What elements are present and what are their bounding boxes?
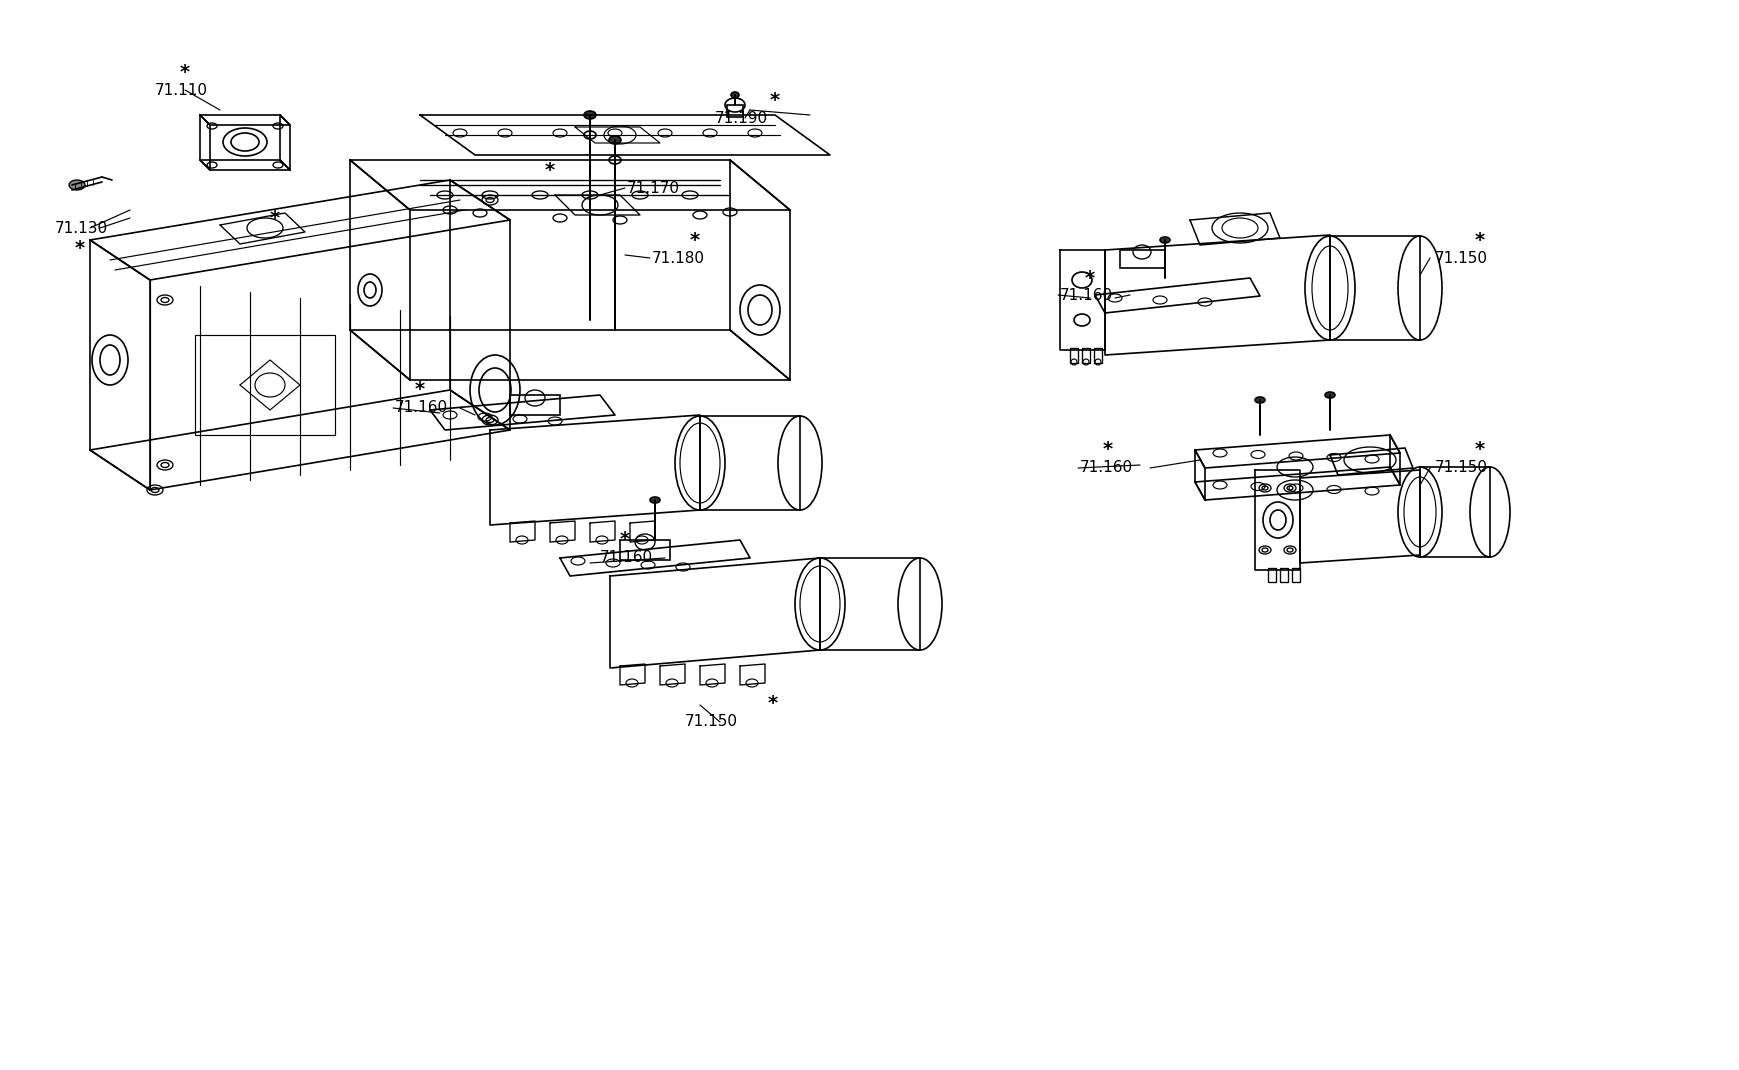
- Text: *: *: [270, 209, 280, 228]
- Text: 71.170: 71.170: [626, 181, 680, 196]
- Bar: [1094, 348, 1101, 363]
- Bar: [619, 540, 670, 560]
- Ellipse shape: [1160, 236, 1169, 243]
- Text: *: *: [769, 91, 779, 109]
- Text: 71.180: 71.180: [652, 250, 704, 265]
- Bar: [510, 395, 560, 415]
- Bar: [195, 335, 336, 435]
- Bar: [727, 105, 743, 117]
- Text: 71.160: 71.160: [1059, 288, 1113, 303]
- Text: *: *: [767, 693, 777, 713]
- Ellipse shape: [650, 496, 659, 503]
- Text: *: *: [75, 239, 85, 258]
- Text: *: *: [179, 62, 190, 81]
- Text: 71.110: 71.110: [155, 82, 209, 97]
- Text: *: *: [1475, 441, 1483, 459]
- Text: *: *: [544, 160, 555, 180]
- Text: *: *: [690, 230, 699, 249]
- Bar: [1280, 568, 1287, 582]
- Text: 71.160: 71.160: [395, 400, 449, 415]
- Ellipse shape: [1254, 397, 1264, 403]
- Text: 71.150: 71.150: [685, 715, 737, 730]
- Text: 71.150: 71.150: [1435, 460, 1487, 475]
- Ellipse shape: [70, 180, 85, 190]
- Text: *: *: [1475, 230, 1483, 249]
- Text: 71.130: 71.130: [56, 220, 108, 235]
- Text: *: *: [414, 381, 424, 399]
- Ellipse shape: [730, 92, 739, 98]
- Ellipse shape: [1323, 392, 1334, 398]
- Text: *: *: [1085, 269, 1094, 288]
- Bar: [1292, 568, 1299, 582]
- Text: 71.160: 71.160: [600, 550, 652, 566]
- Text: 71.160: 71.160: [1080, 460, 1132, 475]
- Text: *: *: [1103, 441, 1113, 459]
- Bar: [1082, 348, 1089, 363]
- Ellipse shape: [609, 136, 621, 144]
- Text: *: *: [619, 531, 630, 550]
- Ellipse shape: [584, 111, 596, 119]
- Text: 71.190: 71.190: [715, 110, 767, 125]
- Bar: [1069, 348, 1078, 363]
- Bar: [1120, 250, 1165, 268]
- Text: 71.150: 71.150: [1435, 250, 1487, 265]
- Bar: [1268, 568, 1275, 582]
